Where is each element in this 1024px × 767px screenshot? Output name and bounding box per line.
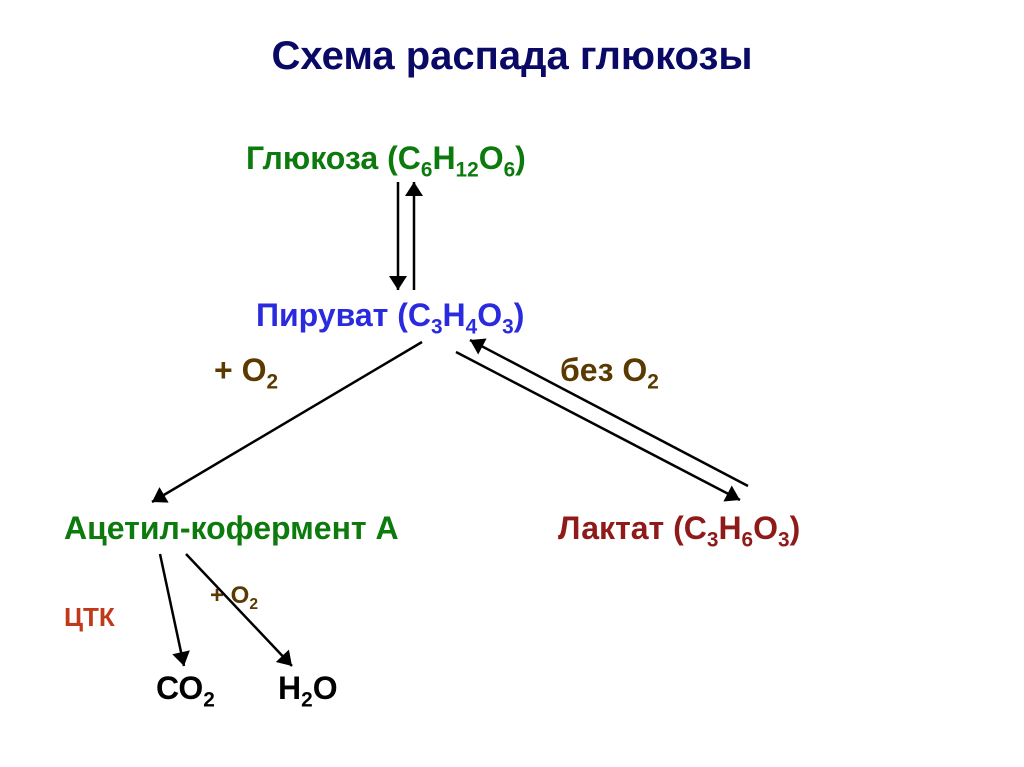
pyruvate-mid1: Н — [443, 297, 466, 333]
co2-sub: 2 — [203, 688, 215, 711]
glucose-mid2: О — [479, 140, 504, 176]
lactate-sub1: 3 — [707, 528, 719, 551]
label-without-o2-anaerobic: без О2 — [560, 352, 659, 389]
glucose-sub3: 6 — [504, 158, 516, 181]
node-pyruvate: Пируват (С3Н4О3) — [256, 297, 524, 334]
glucose-sub2: 12 — [456, 158, 479, 181]
node-h2o: Н2О — [278, 670, 338, 707]
pyruvate-suffix: ) — [514, 297, 525, 333]
label-ctk: ЦТК — [64, 602, 115, 633]
lactate-prefix: Лактат (С — [558, 510, 707, 546]
arrows-layer — [0, 0, 1024, 767]
without-o2-sub: 2 — [647, 370, 659, 393]
lactate-mid1: Н — [718, 510, 741, 546]
h2o-prefix: Н — [278, 670, 301, 706]
lactate-mid2: О — [753, 510, 778, 546]
plus-o2-small-sub: 2 — [249, 596, 258, 613]
without-o2-prefix: без О — [560, 352, 647, 388]
pyruvate-sub3: 3 — [502, 315, 514, 338]
glucose-mid1: Н — [432, 140, 455, 176]
lactate-suffix: ) — [790, 510, 801, 546]
co2-prefix: СО — [156, 670, 203, 706]
pyruvate-mid2: О — [477, 297, 502, 333]
pyruvate-prefix: Пируват (С — [256, 297, 431, 333]
h2o-suffix: О — [313, 670, 338, 706]
pyruvate-sub1: 3 — [431, 315, 443, 338]
label-plus-o2-ctk: + О2 — [210, 582, 258, 610]
glucose-sub1: 6 — [421, 158, 433, 181]
lactate-sub3: 3 — [778, 528, 790, 551]
node-co2: СО2 — [156, 670, 215, 707]
node-acetyl-coa: Ацетил-кофермент А — [64, 510, 399, 547]
h2o-sub: 2 — [301, 688, 313, 711]
diagram-stage: Схема распада глюкозы Глюкоза (С6Н12О6) … — [0, 0, 1024, 767]
label-plus-o2-aerobic: + О2 — [214, 352, 278, 389]
plus-o2-left-prefix: + О — [214, 352, 266, 388]
lactate-sub2: 6 — [742, 528, 754, 551]
pyruvate-sub2: 4 — [466, 315, 478, 338]
node-lactate: Лактат (С3Н6О3) — [558, 510, 800, 547]
plus-o2-left-sub: 2 — [266, 370, 278, 393]
glucose-prefix: Глюкоза (С — [246, 140, 421, 176]
page-title: Схема распада глюкозы — [0, 34, 1024, 79]
plus-o2-small-prefix: + О — [210, 582, 249, 609]
node-glucose: Глюкоза (С6Н12О6) — [246, 140, 526, 177]
glucose-suffix: ) — [515, 140, 526, 176]
